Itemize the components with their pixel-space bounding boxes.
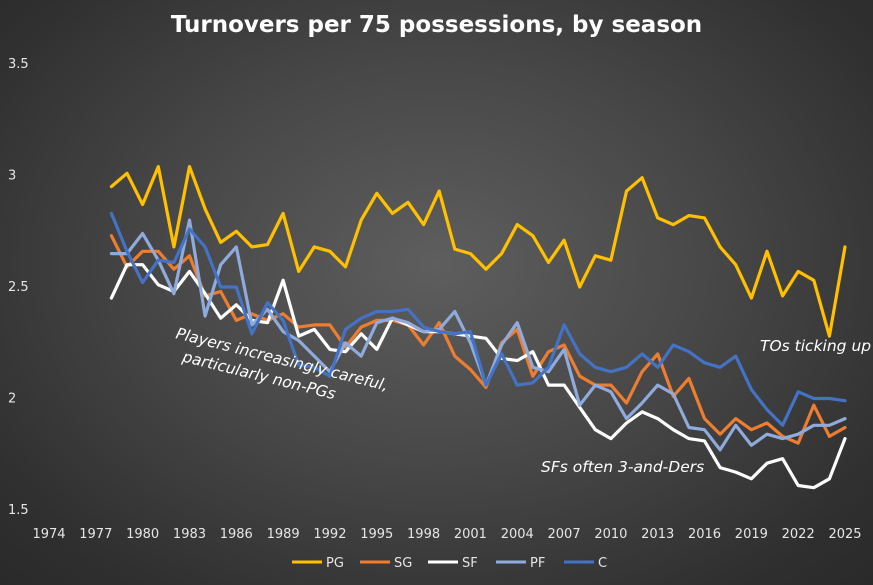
x-tick-label: 2007 xyxy=(548,527,581,542)
legend-item-sg: SG xyxy=(360,556,412,571)
y-tick-label: 1.5 xyxy=(8,503,29,518)
legend: PG SG SF PF C xyxy=(292,556,607,571)
legend-label: C xyxy=(598,556,607,571)
x-tick-label: 1983 xyxy=(173,527,206,542)
annotations: Players increasingly careful, particular… xyxy=(169,324,871,476)
chart-title: Turnovers per 75 possessions, by season xyxy=(170,12,703,38)
x-tick-label: 2019 xyxy=(735,527,768,542)
y-tick-label: 3 xyxy=(8,169,16,184)
legend-label: SG xyxy=(394,556,412,571)
x-tick-label: 2016 xyxy=(688,527,721,542)
x-tick-label: 2025 xyxy=(828,527,861,542)
legend-label: SF xyxy=(462,556,478,571)
legend-item-sf: SF xyxy=(428,556,478,571)
x-tick-label: 2010 xyxy=(594,527,627,542)
y-axis: 1.5 2 2.5 3 3.5 xyxy=(8,57,29,518)
annotation-careful: Players increasingly careful, particular… xyxy=(169,324,395,416)
y-tick-label: 2.5 xyxy=(8,280,29,295)
x-tick-label: 1992 xyxy=(313,527,346,542)
x-tick-label: 1980 xyxy=(126,527,159,542)
series-line-sg xyxy=(109,234,847,445)
series-line-c xyxy=(109,211,847,427)
x-tick-label: 2013 xyxy=(641,527,674,542)
x-tick-label: 1989 xyxy=(267,527,300,542)
x-tick-label: 2022 xyxy=(782,527,815,542)
annotation-sf: SFs often 3-and-Ders xyxy=(541,458,704,476)
legend-item-pf: PF xyxy=(496,556,545,571)
legend-item-pg: PG xyxy=(292,556,344,571)
series-line-pg xyxy=(109,165,847,338)
x-tick-label: 2001 xyxy=(454,527,487,542)
x-tick-label: 1995 xyxy=(360,527,393,542)
legend-item-c: C xyxy=(564,556,607,571)
x-tick-label: 1998 xyxy=(407,527,440,542)
legend-label: PF xyxy=(530,556,545,571)
annotation-upticking: TOs ticking up xyxy=(760,337,871,355)
legend-label: PG xyxy=(326,556,344,571)
x-axis: 1974 1977 1980 1983 1986 1989 1992 1995 1998 2001… xyxy=(32,527,861,542)
series-line-sf xyxy=(109,263,847,490)
x-tick-label: 2004 xyxy=(501,527,534,542)
y-tick-label: 3.5 xyxy=(8,57,29,72)
y-tick-label: 2 xyxy=(8,392,16,407)
x-tick-label: 1974 xyxy=(32,527,65,542)
x-tick-label: 1977 xyxy=(79,527,112,542)
plot-area xyxy=(109,165,847,490)
x-tick-label: 1986 xyxy=(220,527,253,542)
